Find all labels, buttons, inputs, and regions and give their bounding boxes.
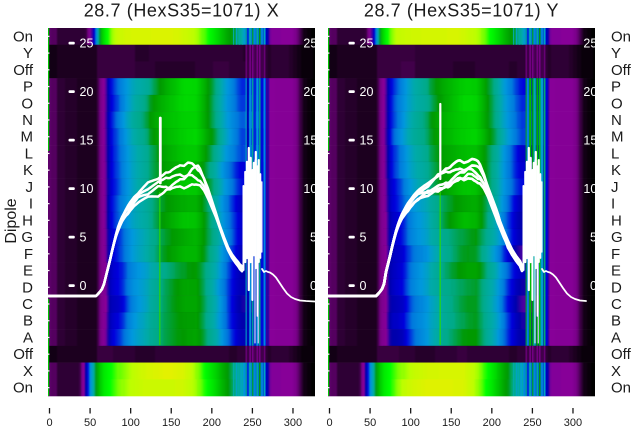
svg-text:5: 5 [590, 231, 597, 245]
svg-text:10: 10 [303, 182, 317, 196]
svg-text:10: 10 [583, 182, 597, 196]
svg-text:100: 100 [401, 417, 419, 429]
svg-text:10: 10 [80, 182, 94, 196]
svg-text:250: 250 [523, 417, 541, 429]
svg-text:Dipole: Dipole [3, 198, 20, 243]
svg-text:Y: Y [23, 45, 33, 62]
svg-text:C: C [22, 296, 33, 313]
svg-text:25: 25 [583, 37, 597, 51]
svg-text:Y: Y [611, 45, 621, 62]
svg-text:O: O [611, 95, 623, 112]
svg-text:20: 20 [360, 85, 374, 99]
svg-text:28.7 (HexS35=1071) Y: 28.7 (HexS35=1071) Y [364, 1, 559, 21]
svg-text:5: 5 [310, 231, 317, 245]
svg-text:M: M [611, 129, 624, 146]
svg-text:On: On [611, 28, 631, 45]
svg-text:L: L [25, 146, 33, 163]
svg-text:15: 15 [360, 134, 374, 148]
svg-text:I: I [611, 196, 615, 213]
svg-text:250: 250 [243, 417, 261, 429]
svg-text:300: 300 [564, 417, 582, 429]
svg-text:25: 25 [303, 37, 317, 51]
svg-text:F: F [611, 246, 620, 263]
svg-text:J: J [611, 179, 619, 196]
svg-text:0: 0 [360, 279, 367, 293]
svg-text:0: 0 [326, 417, 332, 429]
svg-text:0: 0 [590, 279, 597, 293]
svg-text:P: P [611, 79, 621, 96]
svg-text:I: I [29, 196, 33, 213]
svg-text:X: X [611, 363, 621, 380]
svg-text:N: N [22, 112, 33, 129]
svg-text:0: 0 [310, 279, 317, 293]
svg-text:C: C [611, 296, 622, 313]
svg-text:G: G [611, 229, 623, 246]
svg-text:0: 0 [80, 279, 87, 293]
svg-text:O: O [21, 95, 33, 112]
svg-text:Off: Off [611, 346, 632, 363]
svg-text:H: H [611, 212, 622, 229]
svg-text:H: H [22, 212, 33, 229]
svg-text:150: 150 [442, 417, 460, 429]
svg-text:5: 5 [360, 231, 367, 245]
svg-text:200: 200 [203, 417, 221, 429]
svg-text:150: 150 [162, 417, 180, 429]
svg-text:15: 15 [583, 134, 597, 148]
svg-text:K: K [23, 162, 33, 179]
svg-text:N: N [611, 112, 622, 129]
svg-text:J: J [26, 179, 34, 196]
svg-text:5: 5 [80, 231, 87, 245]
svg-text:P: P [23, 79, 33, 96]
svg-text:25: 25 [80, 37, 94, 51]
svg-text:25: 25 [360, 37, 374, 51]
svg-text:10: 10 [360, 182, 374, 196]
svg-text:L: L [611, 146, 619, 163]
svg-text:B: B [23, 313, 33, 330]
svg-text:On: On [13, 380, 33, 397]
svg-text:0: 0 [46, 417, 52, 429]
svg-text:15: 15 [303, 134, 317, 148]
svg-text:20: 20 [583, 85, 597, 99]
svg-text:On: On [13, 28, 33, 45]
svg-text:X: X [23, 363, 33, 380]
svg-text:28.7 (HexS35=1071) X: 28.7 (HexS35=1071) X [84, 1, 280, 21]
svg-text:K: K [611, 162, 621, 179]
svg-text:100: 100 [121, 417, 139, 429]
svg-text:20: 20 [80, 85, 94, 99]
svg-text:Off: Off [611, 62, 632, 79]
svg-text:300: 300 [284, 417, 302, 429]
svg-text:A: A [23, 330, 33, 347]
svg-text:F: F [24, 246, 33, 263]
svg-text:A: A [611, 330, 621, 347]
svg-text:Off: Off [13, 62, 34, 79]
svg-text:M: M [21, 129, 34, 146]
svg-text:G: G [21, 229, 33, 246]
svg-text:D: D [611, 279, 622, 296]
svg-text:Off: Off [13, 346, 34, 363]
svg-text:E: E [23, 263, 33, 280]
svg-text:200: 200 [483, 417, 501, 429]
svg-text:20: 20 [303, 85, 317, 99]
svg-text:50: 50 [364, 417, 376, 429]
svg-text:D: D [22, 279, 33, 296]
svg-text:E: E [611, 263, 621, 280]
svg-text:B: B [611, 313, 621, 330]
svg-text:On: On [611, 380, 631, 397]
svg-text:50: 50 [84, 417, 96, 429]
svg-text:15: 15 [80, 134, 94, 148]
